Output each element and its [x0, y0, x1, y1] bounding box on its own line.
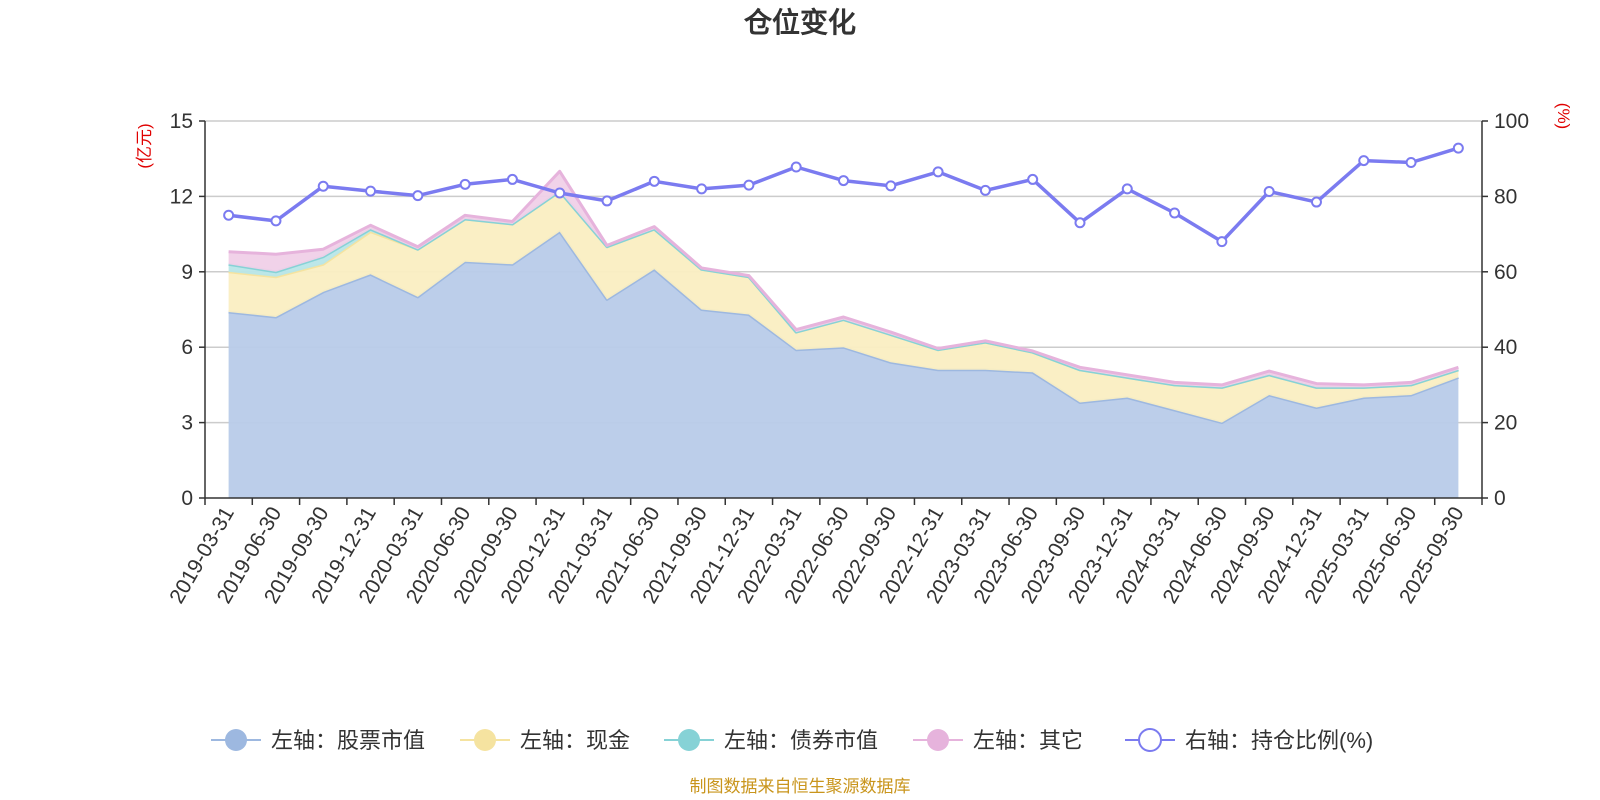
legend-label-cash: 左轴：现金: [520, 728, 630, 753]
left-tick-label: 9: [181, 261, 193, 284]
ratio-point: [1074, 217, 1086, 229]
ratio-point: [1216, 236, 1228, 248]
ratio-point: [365, 185, 377, 197]
left-tick-label: 0: [181, 487, 193, 510]
ratio-point: [317, 180, 329, 192]
ratio-point: [1263, 185, 1275, 197]
right-tick-label: 100: [1494, 110, 1529, 133]
area-cash: [228, 191, 1459, 423]
legend-label-other: 左轴：其它: [973, 728, 1083, 753]
area-stock: [228, 231, 1459, 498]
ratio-point: [743, 179, 755, 191]
ratio-point: [270, 215, 282, 227]
legend-marker-stock: [225, 729, 247, 751]
ratio-point: [1405, 156, 1417, 168]
legend-marker-other: [927, 729, 949, 751]
ratio-point: [1121, 183, 1133, 195]
legend-marker-ratio: [1138, 728, 1162, 752]
legend-label-stock: 左轴：股票市值: [271, 728, 425, 753]
ratio-point: [885, 180, 897, 192]
ratio-point: [979, 184, 991, 196]
ratio-point: [1169, 207, 1181, 219]
legend-label-bond: 左轴：债券市值: [724, 728, 878, 753]
ratio-point: [838, 175, 849, 187]
right-tick-label: 80: [1494, 185, 1517, 208]
ratio-point: [601, 195, 613, 207]
data-source-note: 制图数据来自恒生聚源数据库: [690, 777, 911, 796]
ratio-point: [1310, 196, 1322, 208]
right-tick-label: 20: [1494, 412, 1517, 435]
stacked-areas: [228, 169, 1459, 498]
left-tick-label: 6: [181, 336, 193, 359]
ratio-point: [790, 161, 802, 173]
ratio-series: [223, 142, 1464, 248]
ratio-point: [412, 190, 424, 202]
ratio-point: [506, 173, 518, 185]
left-axis-unit: (亿元): [135, 123, 154, 168]
legend: 左轴：股票市值 左轴：现金 左轴：债券市值 左轴：其它 右轴：持仓比例(%): [211, 728, 1373, 753]
legend-label-ratio: 右轴：持仓比例(%): [1185, 728, 1373, 753]
legend-marker-bond: [678, 729, 700, 751]
ratio-point: [696, 183, 708, 195]
ratio-point: [932, 166, 944, 178]
right-tick-label: 40: [1494, 336, 1517, 359]
left-tick-label: 12: [170, 185, 193, 208]
right-tick-label: 0: [1494, 487, 1506, 510]
ratio-point: [1358, 155, 1370, 167]
ratio-point: [223, 209, 235, 221]
legend-marker-cash: [474, 729, 496, 751]
right-axis-unit: (%): [1554, 103, 1573, 129]
ratio-point: [648, 175, 660, 187]
left-tick-label: 3: [181, 412, 193, 435]
ratio-point: [459, 178, 471, 190]
ratio-point: [1027, 173, 1039, 185]
left-tick-label: 15: [170, 110, 193, 133]
line-other: [228, 169, 1459, 387]
ratio-point: [1452, 142, 1464, 154]
chart-title: 仓位变化: [744, 6, 856, 38]
right-tick-label: 60: [1494, 261, 1517, 284]
ratio-point: [554, 187, 566, 199]
